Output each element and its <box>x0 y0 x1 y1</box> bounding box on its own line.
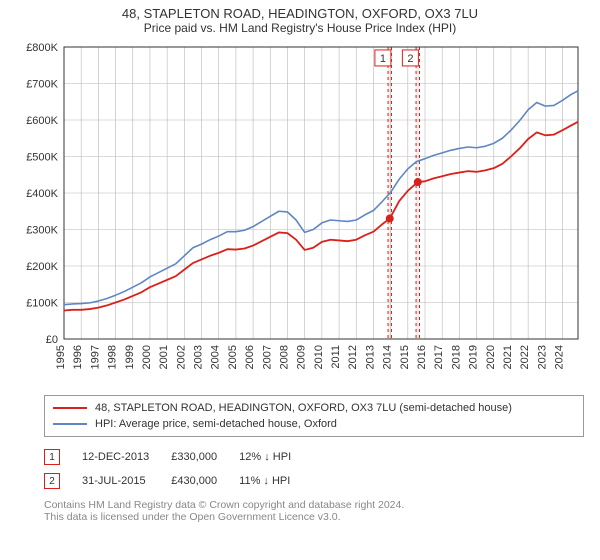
svg-text:£400K: £400K <box>26 188 58 200</box>
svg-text:2020: 2020 <box>485 345 497 369</box>
sale-row: 1 12-DEC-2013£330,00012% ↓ HPI <box>44 445 313 469</box>
legend-label: HPI: Average price, semi-detached house,… <box>95 418 337 430</box>
sale-date: 12-DEC-2013 <box>82 445 171 469</box>
line-chart: £0 £100K £200K £300K £400K £500K £600K £700K £80… <box>16 39 584 389</box>
svg-text:2021: 2021 <box>502 345 514 369</box>
svg-text:1999: 1999 <box>124 345 136 369</box>
svg-text:2: 2 <box>407 53 413 65</box>
legend: 48, STAPLETON ROAD, HEADINGTON, OXFORD, … <box>44 395 584 437</box>
svg-text:2018: 2018 <box>450 345 462 369</box>
svg-text:2005: 2005 <box>227 345 239 369</box>
svg-text:2013: 2013 <box>364 345 376 369</box>
footnote: Contains HM Land Registry data © Crown c… <box>44 499 584 523</box>
svg-text:2004: 2004 <box>210 345 222 369</box>
sale-marker: 1 <box>44 449 60 465</box>
sale-marker-cell: 2 <box>44 469 82 493</box>
sale-marker: 2 <box>44 473 60 489</box>
sale-marker-cell: 1 <box>44 445 82 469</box>
svg-text:2012: 2012 <box>347 345 359 369</box>
svg-text:1996: 1996 <box>72 345 84 369</box>
chart-title: 48, STAPLETON ROAD, HEADINGTON, OXFORD, … <box>0 6 600 21</box>
sale-delta: 11% ↓ HPI <box>239 469 313 493</box>
svg-text:1998: 1998 <box>107 345 119 369</box>
legend-item: HPI: Average price, semi-detached house,… <box>53 416 575 432</box>
svg-text:£100K: £100K <box>26 298 58 310</box>
chart-area: £0 £100K £200K £300K £400K £500K £600K £700K £80… <box>16 39 584 389</box>
sale-price: £330,000 <box>171 445 239 469</box>
svg-text:2010: 2010 <box>313 345 325 369</box>
footnote-line-2: This data is licensed under the Open Gov… <box>44 511 584 523</box>
svg-text:2016: 2016 <box>416 345 428 369</box>
sale-delta: 12% ↓ HPI <box>239 445 313 469</box>
svg-text:2002: 2002 <box>175 345 187 369</box>
footnote-line-1: Contains HM Land Registry data © Crown c… <box>44 499 584 511</box>
svg-text:2007: 2007 <box>261 345 273 369</box>
sale-date: 31-JUL-2015 <box>82 469 171 493</box>
legend-item: 48, STAPLETON ROAD, HEADINGTON, OXFORD, … <box>53 400 575 416</box>
legend-label: 48, STAPLETON ROAD, HEADINGTON, OXFORD, … <box>95 402 512 414</box>
svg-text:2000: 2000 <box>141 345 153 369</box>
svg-text:2019: 2019 <box>468 345 480 369</box>
svg-text:2001: 2001 <box>158 345 170 369</box>
svg-text:£700K: £700K <box>26 79 58 91</box>
svg-text:2017: 2017 <box>433 345 445 369</box>
svg-text:1997: 1997 <box>89 345 101 369</box>
legend-swatch <box>53 423 87 425</box>
svg-text:1995: 1995 <box>55 345 67 369</box>
svg-text:2006: 2006 <box>244 345 256 369</box>
svg-text:£500K: £500K <box>26 152 58 164</box>
svg-text:£200K: £200K <box>26 261 58 273</box>
svg-text:2014: 2014 <box>382 345 394 369</box>
sales-table: 1 12-DEC-2013£330,00012% ↓ HPI 2 31-JUL-201… <box>44 445 313 493</box>
svg-text:2022: 2022 <box>519 345 531 369</box>
chart-subtitle: Price paid vs. HM Land Registry's House … <box>0 21 600 35</box>
svg-text:£600K: £600K <box>26 115 58 127</box>
svg-text:2024: 2024 <box>554 345 566 369</box>
legend-swatch <box>53 407 87 409</box>
svg-text:2009: 2009 <box>296 345 308 369</box>
svg-text:2015: 2015 <box>399 345 411 369</box>
svg-text:£300K: £300K <box>26 225 58 237</box>
svg-text:£0: £0 <box>46 334 58 346</box>
sale-row: 2 31-JUL-2015£430,00011% ↓ HPI <box>44 469 313 493</box>
svg-text:1: 1 <box>380 53 386 65</box>
svg-text:2023: 2023 <box>536 345 548 369</box>
svg-text:2008: 2008 <box>278 345 290 369</box>
svg-text:2003: 2003 <box>193 345 205 369</box>
svg-text:2011: 2011 <box>330 345 342 369</box>
svg-text:£800K: £800K <box>26 42 58 54</box>
sale-price: £430,000 <box>171 469 239 493</box>
